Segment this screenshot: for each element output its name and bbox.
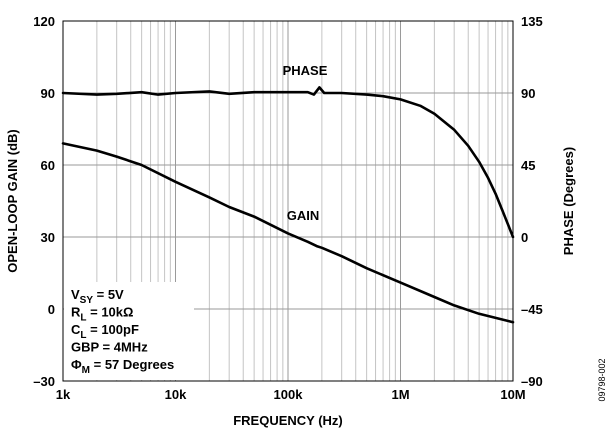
y-left-tick-label: 30 bbox=[41, 230, 55, 245]
y-right-tick-label: 135 bbox=[521, 14, 543, 29]
y-left-tick-label: 60 bbox=[41, 158, 55, 173]
x-tick-label: 100k bbox=[274, 387, 304, 402]
y-left-tick-label: 0 bbox=[48, 302, 55, 317]
grid bbox=[62, 20, 513, 382]
x-tick-label: 1M bbox=[391, 387, 409, 402]
plot-frame bbox=[62, 20, 514, 382]
y-axis-left-title: OPEN-LOOP GAIN (dB) bbox=[5, 129, 20, 272]
curves bbox=[61, 86, 515, 324]
y-axis-right-title: PHASE (Degrees) bbox=[561, 147, 576, 255]
x-axis-title: FREQUENCY (Hz) bbox=[233, 413, 343, 428]
condition-line: GBP = 4MHz bbox=[71, 340, 148, 355]
y-left-tick-label: –30 bbox=[33, 374, 55, 389]
tick-labels: 1k 10k 100k 1M 10M 120 90 60 30 0 –30 135 90 45 0 –45 –9… bbox=[33, 14, 542, 402]
y-right-tick-label: 45 bbox=[521, 158, 535, 173]
y-left-tick-label: 120 bbox=[33, 14, 55, 29]
x-tick-label: 10M bbox=[500, 387, 525, 402]
condition-line: CL = 100pF bbox=[71, 322, 139, 341]
phase-curve-label: PHASE bbox=[283, 63, 328, 78]
gain-curve-label: GAIN bbox=[287, 208, 320, 223]
condition-line: VSY = 5V bbox=[71, 287, 124, 306]
condition-line: ΦM = 57 Degrees bbox=[71, 357, 174, 376]
x-tick-label: 1k bbox=[56, 387, 71, 402]
y-right-tick-label: –45 bbox=[521, 302, 543, 317]
phase-curve bbox=[61, 86, 515, 239]
y-right-tick-label: 0 bbox=[521, 230, 528, 245]
x-tick-label: 10k bbox=[165, 387, 187, 402]
conditions-background bbox=[64, 282, 194, 380]
y-right-tick-label: 90 bbox=[521, 86, 535, 101]
gain-curve bbox=[61, 142, 515, 324]
y-left-tick-label: 90 bbox=[41, 86, 55, 101]
y-right-tick-label: –90 bbox=[521, 374, 543, 389]
figure-id: 09798-002 bbox=[597, 358, 607, 401]
condition-line: RL = 10kΩ bbox=[71, 305, 133, 324]
